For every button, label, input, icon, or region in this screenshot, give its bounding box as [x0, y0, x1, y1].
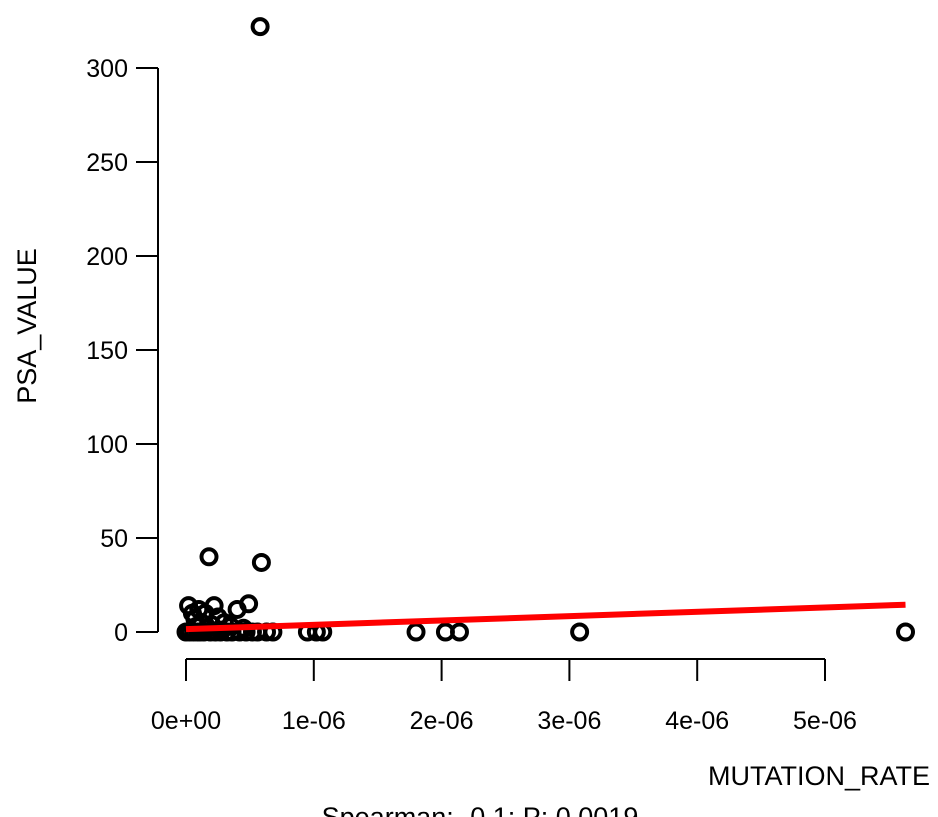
trend-line-group	[186, 605, 906, 629]
y-tick-label: 50	[100, 525, 128, 553]
y-tick-label: 150	[86, 337, 128, 365]
data-point	[202, 549, 217, 564]
data-point	[898, 625, 913, 640]
trend-line	[186, 605, 906, 629]
x-axis-title: MUTATION_RATE	[708, 761, 930, 791]
y-tick-label: 250	[86, 149, 128, 177]
data-points	[179, 19, 914, 639]
x-tick-label: 3e-06	[537, 707, 601, 735]
y-tick-label: 200	[86, 243, 128, 271]
x-axis: 0e+00 1e-06 2e-06 3e-06 4e-06 5e-06	[151, 659, 857, 735]
y-tick-label: 100	[86, 431, 128, 459]
x-tick-label: 1e-06	[282, 707, 346, 735]
data-point	[572, 625, 587, 640]
y-axis: 0 50 100 150 200 250 300	[86, 55, 158, 647]
x-tick-label: 2e-06	[410, 707, 474, 735]
data-point	[253, 19, 268, 34]
data-point	[409, 625, 424, 640]
y-axis-title: PSA_VALUE	[12, 248, 42, 404]
x-tick-label: 4e-06	[665, 707, 729, 735]
x-tick-label: 0e+00	[151, 707, 221, 735]
data-point	[254, 555, 269, 570]
y-tick-label: 300	[86, 55, 128, 83]
y-tick-label: 0	[114, 619, 128, 647]
x-tick-label: 5e-06	[793, 707, 857, 735]
footer-statistics: Spearman: -0.1; P: 0.0019	[322, 802, 639, 817]
